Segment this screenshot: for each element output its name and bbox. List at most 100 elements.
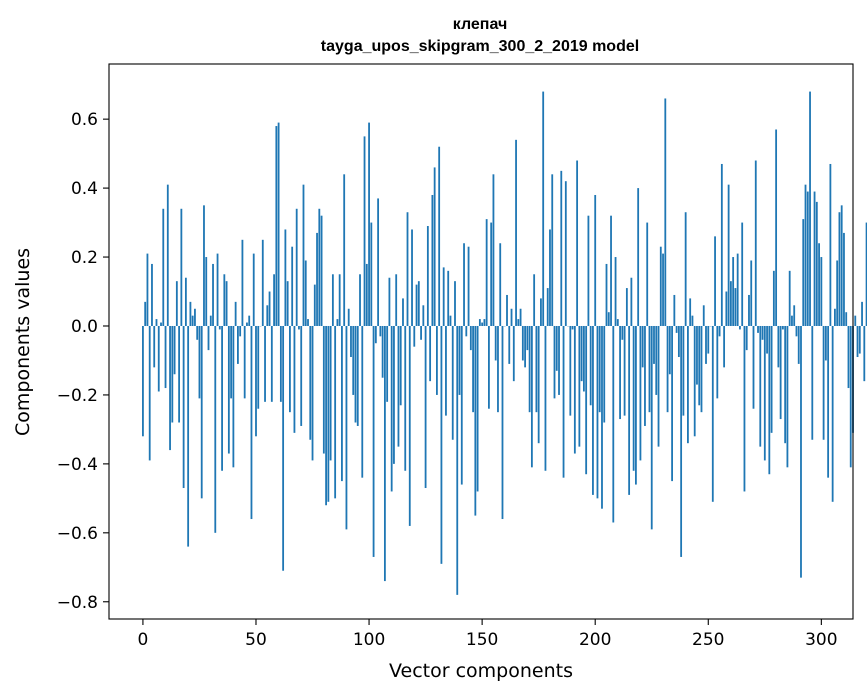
bar-58 — [273, 274, 275, 326]
bar-277 — [768, 325, 771, 475]
bar-80 — [322, 325, 325, 454]
x-tick-label: 50 — [245, 630, 267, 650]
bar-184 — [558, 325, 560, 395]
bar-218 — [635, 325, 637, 485]
bar-318 — [861, 301, 863, 326]
bar-185 — [560, 170, 563, 326]
bar-88 — [341, 325, 343, 482]
bar-149 — [478, 319, 481, 326]
bar-240 — [684, 212, 687, 326]
bar-125 — [424, 325, 427, 489]
bar-163 — [510, 308, 513, 326]
bar-115 — [402, 298, 404, 326]
bar-246 — [698, 325, 701, 406]
bar-241 — [687, 325, 689, 444]
bar-270 — [752, 325, 755, 409]
bar-320 — [865, 222, 867, 326]
bar-195 — [582, 325, 585, 392]
bar-112 — [395, 274, 398, 326]
bar-150 — [481, 322, 484, 326]
bar-91 — [347, 308, 350, 326]
bar-280 — [775, 129, 778, 326]
y-tick-label: −0.4 — [57, 455, 98, 475]
chart-subtitle: tayga_upos_skipgram_300_2_2019 model — [321, 38, 639, 55]
plot-frame — [108, 63, 854, 620]
bar-65 — [289, 325, 291, 413]
bar-250 — [707, 325, 710, 354]
bar-174 — [535, 325, 538, 413]
bar-104 — [377, 198, 380, 326]
bar-54 — [264, 325, 266, 402]
bar-302 — [824, 325, 827, 361]
bar-136 — [449, 315, 452, 326]
bar-238 — [680, 325, 683, 557]
bar-315 — [854, 315, 857, 326]
bar-189 — [569, 325, 572, 416]
x-tick-label: 250 — [692, 630, 724, 650]
bar-290 — [797, 325, 800, 364]
bar-90 — [345, 325, 348, 530]
bar-274 — [761, 325, 764, 340]
bar-36 — [223, 274, 226, 326]
bar-297 — [813, 191, 816, 326]
bar-262 — [734, 288, 737, 326]
bar-127 — [429, 325, 432, 382]
bar-273 — [759, 325, 762, 447]
bar-133 — [442, 267, 445, 326]
bar-10 — [164, 325, 167, 389]
bar-8 — [160, 322, 162, 326]
bar-182 — [553, 325, 556, 399]
bar-67 — [293, 325, 296, 433]
bar-1 — [144, 301, 147, 326]
y-axis-ticks: −0.8 −0.6 −0.4 −0.2 0.0 0.2 0.4 0.6 — [57, 110, 109, 613]
bar-167 — [519, 308, 522, 326]
bar-175 — [537, 325, 540, 444]
bar-116 — [404, 325, 407, 471]
bar-203 — [601, 325, 603, 509]
bar-211 — [619, 325, 621, 420]
bar-5 — [153, 325, 156, 368]
bar-38 — [227, 325, 230, 454]
bar-145 — [469, 325, 472, 351]
bar-17 — [180, 208, 183, 326]
bar-176 — [540, 298, 542, 326]
bar-169 — [524, 325, 526, 368]
bar-137 — [451, 325, 454, 440]
bar-46 — [246, 322, 248, 326]
bar-232 — [666, 325, 669, 413]
bar-221 — [641, 325, 644, 368]
bar-61 — [279, 325, 282, 402]
bar-219 — [637, 188, 640, 326]
bar-165 — [515, 139, 517, 326]
bar-29 — [207, 325, 210, 351]
bar-113 — [397, 325, 400, 447]
bar-28 — [205, 257, 208, 326]
bar-194 — [580, 325, 583, 382]
bar-43 — [239, 325, 242, 337]
bar-33 — [216, 253, 219, 326]
bar-64 — [286, 281, 289, 326]
bar-122 — [417, 281, 420, 326]
bar-319 — [863, 325, 866, 382]
bar-267 — [745, 325, 748, 351]
bar-31 — [212, 263, 214, 326]
bar-69 — [298, 325, 300, 330]
bar-68 — [295, 208, 298, 326]
x-tick-label: 300 — [805, 630, 837, 650]
bar-108 — [386, 325, 389, 402]
y-tick-label: −0.8 — [57, 593, 98, 613]
bar-308 — [838, 212, 841, 326]
bars-group — [142, 91, 867, 595]
bar-197 — [587, 215, 590, 326]
bar-213 — [623, 325, 626, 416]
bar-227 — [655, 325, 658, 395]
bar-258 — [725, 291, 728, 326]
bar-20 — [187, 325, 190, 547]
y-tick-label: −0.6 — [57, 524, 98, 544]
bar-162 — [508, 325, 511, 364]
bar-254 — [716, 325, 719, 399]
bar-85 — [334, 325, 337, 499]
bar-70 — [300, 325, 303, 426]
bar-96 — [359, 274, 361, 326]
